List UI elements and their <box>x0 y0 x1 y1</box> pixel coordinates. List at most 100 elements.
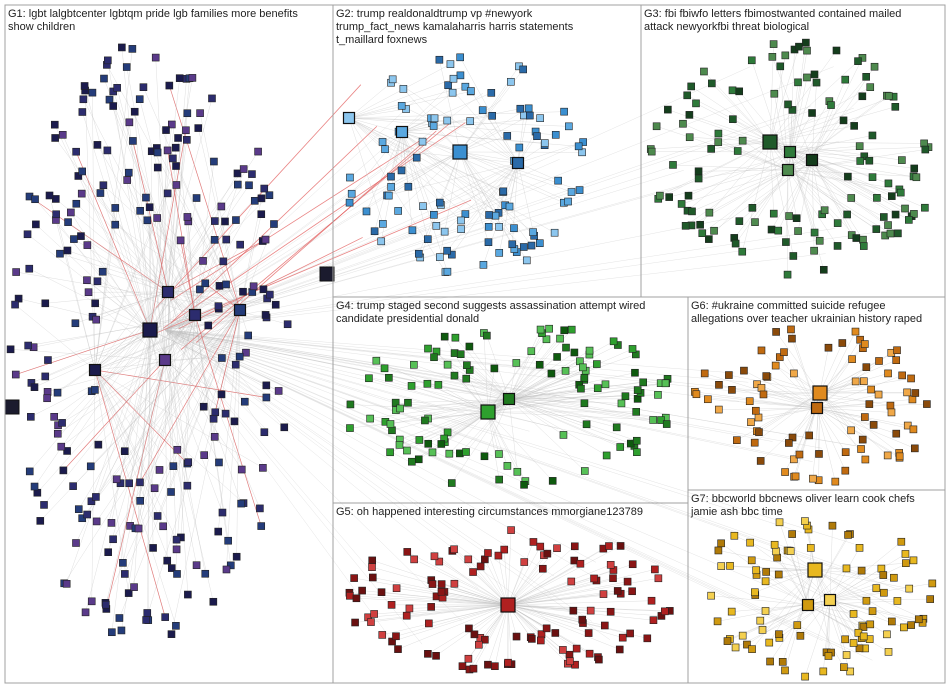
node <box>875 357 883 365</box>
node <box>574 142 583 151</box>
edge <box>787 169 901 193</box>
node <box>271 300 280 309</box>
node <box>657 416 665 424</box>
edge <box>787 95 888 171</box>
node <box>184 590 192 599</box>
node <box>11 370 20 379</box>
node <box>43 388 52 396</box>
node <box>469 664 478 673</box>
node <box>713 617 722 626</box>
node <box>196 285 204 294</box>
edge <box>760 569 816 621</box>
node <box>72 147 80 156</box>
node <box>211 217 219 225</box>
edge <box>147 220 166 361</box>
node <box>92 517 101 526</box>
edge <box>758 407 818 418</box>
node <box>143 216 152 225</box>
edge <box>87 244 151 331</box>
node <box>767 225 776 234</box>
node <box>167 630 176 638</box>
edge <box>400 398 510 409</box>
edge <box>829 568 882 601</box>
edge <box>164 176 404 331</box>
node <box>551 629 560 637</box>
edge <box>787 169 886 236</box>
node <box>891 103 900 111</box>
node <box>519 243 528 251</box>
isolated-node <box>4 399 20 415</box>
node <box>172 181 181 189</box>
edge <box>164 329 856 446</box>
edge <box>507 604 654 621</box>
edge <box>473 604 509 669</box>
node <box>775 630 783 639</box>
node <box>726 562 734 570</box>
edge <box>401 131 441 203</box>
edge <box>728 374 821 394</box>
edge <box>814 569 884 576</box>
edge <box>164 66 834 331</box>
node <box>387 601 396 609</box>
edge <box>807 568 847 606</box>
node <box>795 42 803 51</box>
edge <box>164 329 802 533</box>
edge <box>811 79 846 161</box>
group-label: G4: trump staged second suggests assassi… <box>336 300 645 312</box>
node <box>707 145 715 153</box>
node <box>901 204 909 213</box>
edge <box>401 131 413 231</box>
node <box>222 280 230 289</box>
node <box>201 279 210 288</box>
node <box>582 420 591 429</box>
edge <box>811 82 817 161</box>
edge <box>164 229 893 331</box>
edge <box>149 329 197 566</box>
node <box>381 145 389 154</box>
edge <box>167 147 177 293</box>
node <box>577 384 585 393</box>
node <box>842 651 851 659</box>
edge <box>754 169 789 223</box>
edge <box>468 604 509 659</box>
node <box>283 320 292 329</box>
node <box>615 645 624 654</box>
edge <box>442 597 509 606</box>
node <box>58 419 66 427</box>
edge <box>10 349 166 361</box>
edge <box>439 561 509 606</box>
node <box>692 390 701 399</box>
node <box>378 631 387 639</box>
node <box>240 397 249 406</box>
node <box>183 109 192 118</box>
edge <box>487 411 508 466</box>
node <box>105 95 114 104</box>
node <box>519 65 527 74</box>
edge <box>356 598 509 606</box>
edge <box>451 162 519 255</box>
node <box>270 220 278 228</box>
edge <box>742 141 771 252</box>
node <box>842 564 851 573</box>
node <box>262 381 271 390</box>
edge <box>348 117 556 136</box>
edge <box>54 314 196 417</box>
edge <box>507 593 604 606</box>
node <box>750 438 759 447</box>
node <box>806 544 815 552</box>
node <box>169 154 177 163</box>
node <box>464 555 473 564</box>
hub-node <box>342 111 356 125</box>
node <box>585 649 594 658</box>
edge <box>18 298 151 331</box>
node <box>633 448 641 456</box>
edge <box>769 60 859 143</box>
node <box>370 610 378 618</box>
edge <box>754 392 821 443</box>
node <box>856 157 865 165</box>
node <box>752 406 760 415</box>
node <box>606 561 615 569</box>
edge <box>829 553 906 601</box>
node <box>443 360 452 369</box>
